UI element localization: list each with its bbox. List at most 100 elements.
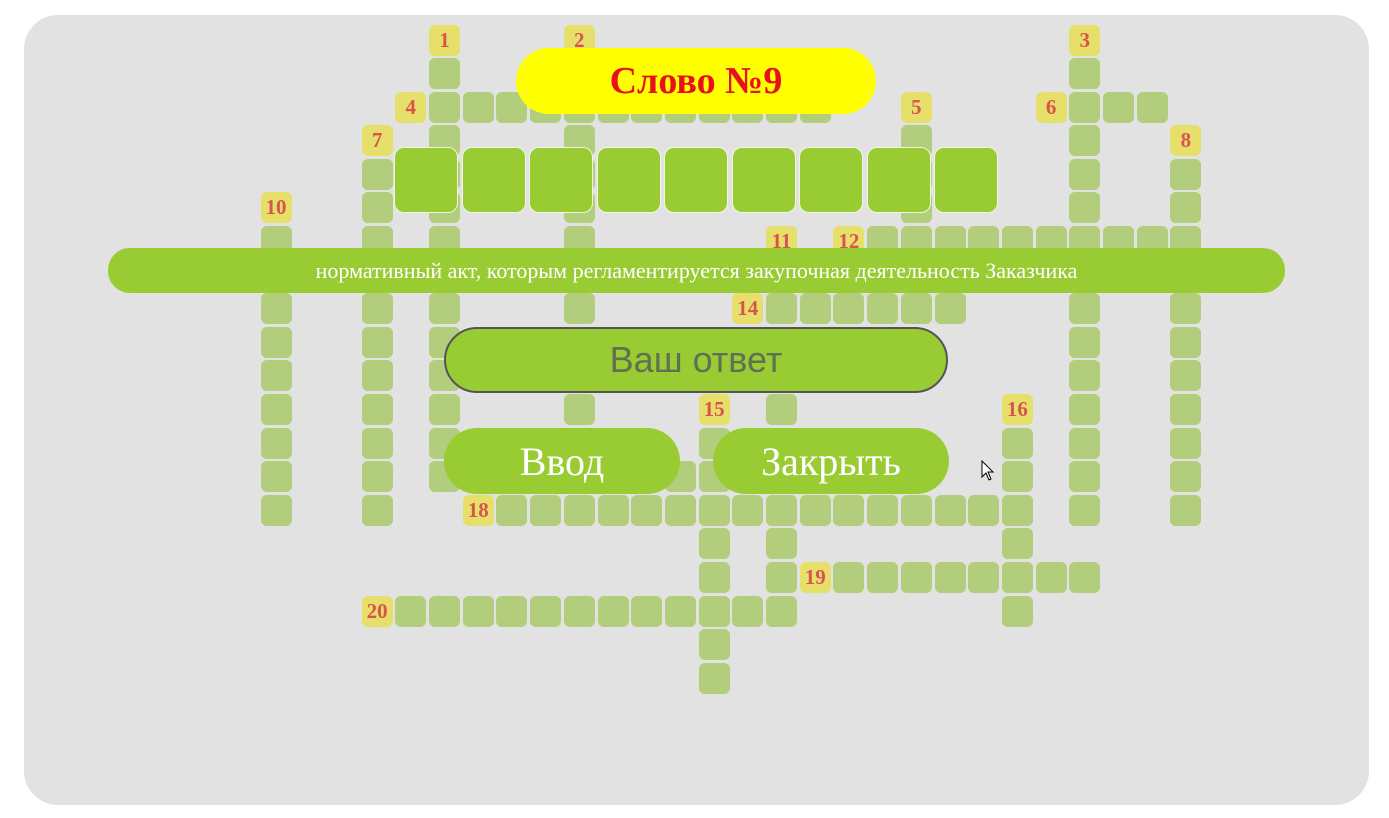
clue-number-20[interactable]: 20 xyxy=(361,595,393,627)
clue-number-10[interactable]: 10 xyxy=(260,192,292,224)
crossword-cell[interactable] xyxy=(833,562,865,593)
crossword-cell[interactable] xyxy=(631,494,663,526)
crossword-cell[interactable] xyxy=(1170,461,1202,493)
crossword-cell[interactable] xyxy=(563,394,595,425)
crossword-cell[interactable] xyxy=(1170,192,1202,224)
crossword-cell[interactable] xyxy=(496,595,528,627)
clue-number-15[interactable]: 15 xyxy=(698,394,730,425)
crossword-cell[interactable] xyxy=(1170,326,1202,358)
crossword-cell[interactable] xyxy=(934,293,966,325)
answer-input[interactable] xyxy=(444,327,948,393)
active-word-cell[interactable] xyxy=(934,147,998,213)
clue-number-16[interactable]: 16 xyxy=(1001,394,1033,425)
crossword-cell[interactable] xyxy=(1069,293,1101,325)
crossword-cell[interactable] xyxy=(867,494,899,526)
crossword-cell[interactable] xyxy=(766,595,797,627)
active-word-cell[interactable] xyxy=(799,147,863,213)
crossword-cell[interactable] xyxy=(1001,528,1033,560)
crossword-cell[interactable] xyxy=(698,562,730,593)
crossword-cell[interactable] xyxy=(1069,326,1101,358)
crossword-cell[interactable] xyxy=(833,494,865,526)
crossword-cell[interactable] xyxy=(968,494,1000,526)
crossword-cell[interactable] xyxy=(563,293,595,325)
crossword-cell[interactable] xyxy=(361,494,393,526)
crossword-cell[interactable] xyxy=(664,595,696,627)
crossword-cell[interactable] xyxy=(1170,427,1202,459)
clue-number-19[interactable]: 19 xyxy=(799,562,831,593)
crossword-cell[interactable] xyxy=(429,595,460,627)
active-word-cell[interactable] xyxy=(731,147,796,213)
clue-number-5[interactable]: 5 xyxy=(900,91,932,123)
crossword-cell[interactable] xyxy=(429,91,460,123)
clue-number-1[interactable]: 1 xyxy=(429,25,460,57)
clue-number-14[interactable]: 14 xyxy=(732,293,764,325)
crossword-cell[interactable] xyxy=(1069,91,1101,123)
crossword-cell[interactable] xyxy=(361,293,393,325)
active-word-cell[interactable] xyxy=(664,147,728,213)
crossword-cell[interactable] xyxy=(799,293,831,325)
crossword-cell[interactable] xyxy=(1069,461,1101,493)
crossword-cell[interactable] xyxy=(1001,427,1033,459)
crossword-cell[interactable] xyxy=(361,326,393,358)
crossword-cell[interactable] xyxy=(833,293,865,325)
crossword-cell[interactable] xyxy=(1069,427,1101,459)
crossword-cell[interactable] xyxy=(260,360,292,392)
active-word-cell[interactable] xyxy=(596,147,661,213)
crossword-cell[interactable] xyxy=(766,293,797,325)
crossword-cell[interactable] xyxy=(867,562,899,593)
crossword-cell[interactable] xyxy=(1170,494,1202,526)
clue-number-3[interactable]: 3 xyxy=(1069,25,1101,57)
crossword-cell[interactable] xyxy=(597,595,629,627)
crossword-cell[interactable] xyxy=(1069,360,1101,392)
crossword-cell[interactable] xyxy=(1103,91,1134,123)
crossword-cell[interactable] xyxy=(361,158,393,190)
crossword-cell[interactable] xyxy=(1170,360,1202,392)
crossword-cell[interactable] xyxy=(799,494,831,526)
crossword-cell[interactable] xyxy=(766,394,797,425)
crossword-cell[interactable] xyxy=(462,91,494,123)
clue-number-7[interactable]: 7 xyxy=(361,125,393,157)
crossword-cell[interactable] xyxy=(698,528,730,560)
crossword-cell[interactable] xyxy=(462,595,494,627)
crossword-cell[interactable] xyxy=(664,494,696,526)
crossword-cell[interactable] xyxy=(698,629,730,661)
crossword-cell[interactable] xyxy=(1001,562,1033,593)
crossword-cell[interactable] xyxy=(361,461,393,493)
crossword-cell[interactable] xyxy=(732,595,764,627)
crossword-cell[interactable] xyxy=(1069,562,1101,593)
crossword-cell[interactable] xyxy=(1069,125,1101,157)
crossword-cell[interactable] xyxy=(361,192,393,224)
crossword-cell[interactable] xyxy=(698,595,730,627)
crossword-cell[interactable] xyxy=(260,394,292,425)
crossword-cell[interactable] xyxy=(900,562,932,593)
crossword-cell[interactable] xyxy=(766,528,797,560)
crossword-cell[interactable] xyxy=(631,595,663,627)
crossword-cell[interactable] xyxy=(563,595,595,627)
crossword-cell[interactable] xyxy=(1069,58,1101,89)
active-word-cell[interactable] xyxy=(394,147,458,213)
crossword-cell[interactable] xyxy=(597,494,629,526)
crossword-cell[interactable] xyxy=(1069,394,1101,425)
crossword-cell[interactable] xyxy=(429,293,460,325)
crossword-cell[interactable] xyxy=(766,562,797,593)
clue-number-8[interactable]: 8 xyxy=(1170,125,1202,157)
crossword-cell[interactable] xyxy=(1001,494,1033,526)
crossword-cell[interactable] xyxy=(934,494,966,526)
clue-number-18[interactable]: 18 xyxy=(462,494,494,526)
crossword-cell[interactable] xyxy=(530,494,562,526)
crossword-cell[interactable] xyxy=(900,293,932,325)
clue-number-6[interactable]: 6 xyxy=(1035,91,1067,123)
crossword-cell[interactable] xyxy=(698,494,730,526)
crossword-cell[interactable] xyxy=(361,360,393,392)
crossword-cell[interactable] xyxy=(361,427,393,459)
crossword-cell[interactable] xyxy=(361,394,393,425)
crossword-cell[interactable] xyxy=(1170,158,1202,190)
crossword-cell[interactable] xyxy=(934,562,966,593)
crossword-cell[interactable] xyxy=(496,494,528,526)
crossword-cell[interactable] xyxy=(260,293,292,325)
crossword-cell[interactable] xyxy=(1001,595,1033,627)
crossword-cell[interactable] xyxy=(260,427,292,459)
crossword-cell[interactable] xyxy=(260,461,292,493)
crossword-cell[interactable] xyxy=(1170,394,1202,425)
crossword-cell[interactable] xyxy=(1170,293,1202,325)
